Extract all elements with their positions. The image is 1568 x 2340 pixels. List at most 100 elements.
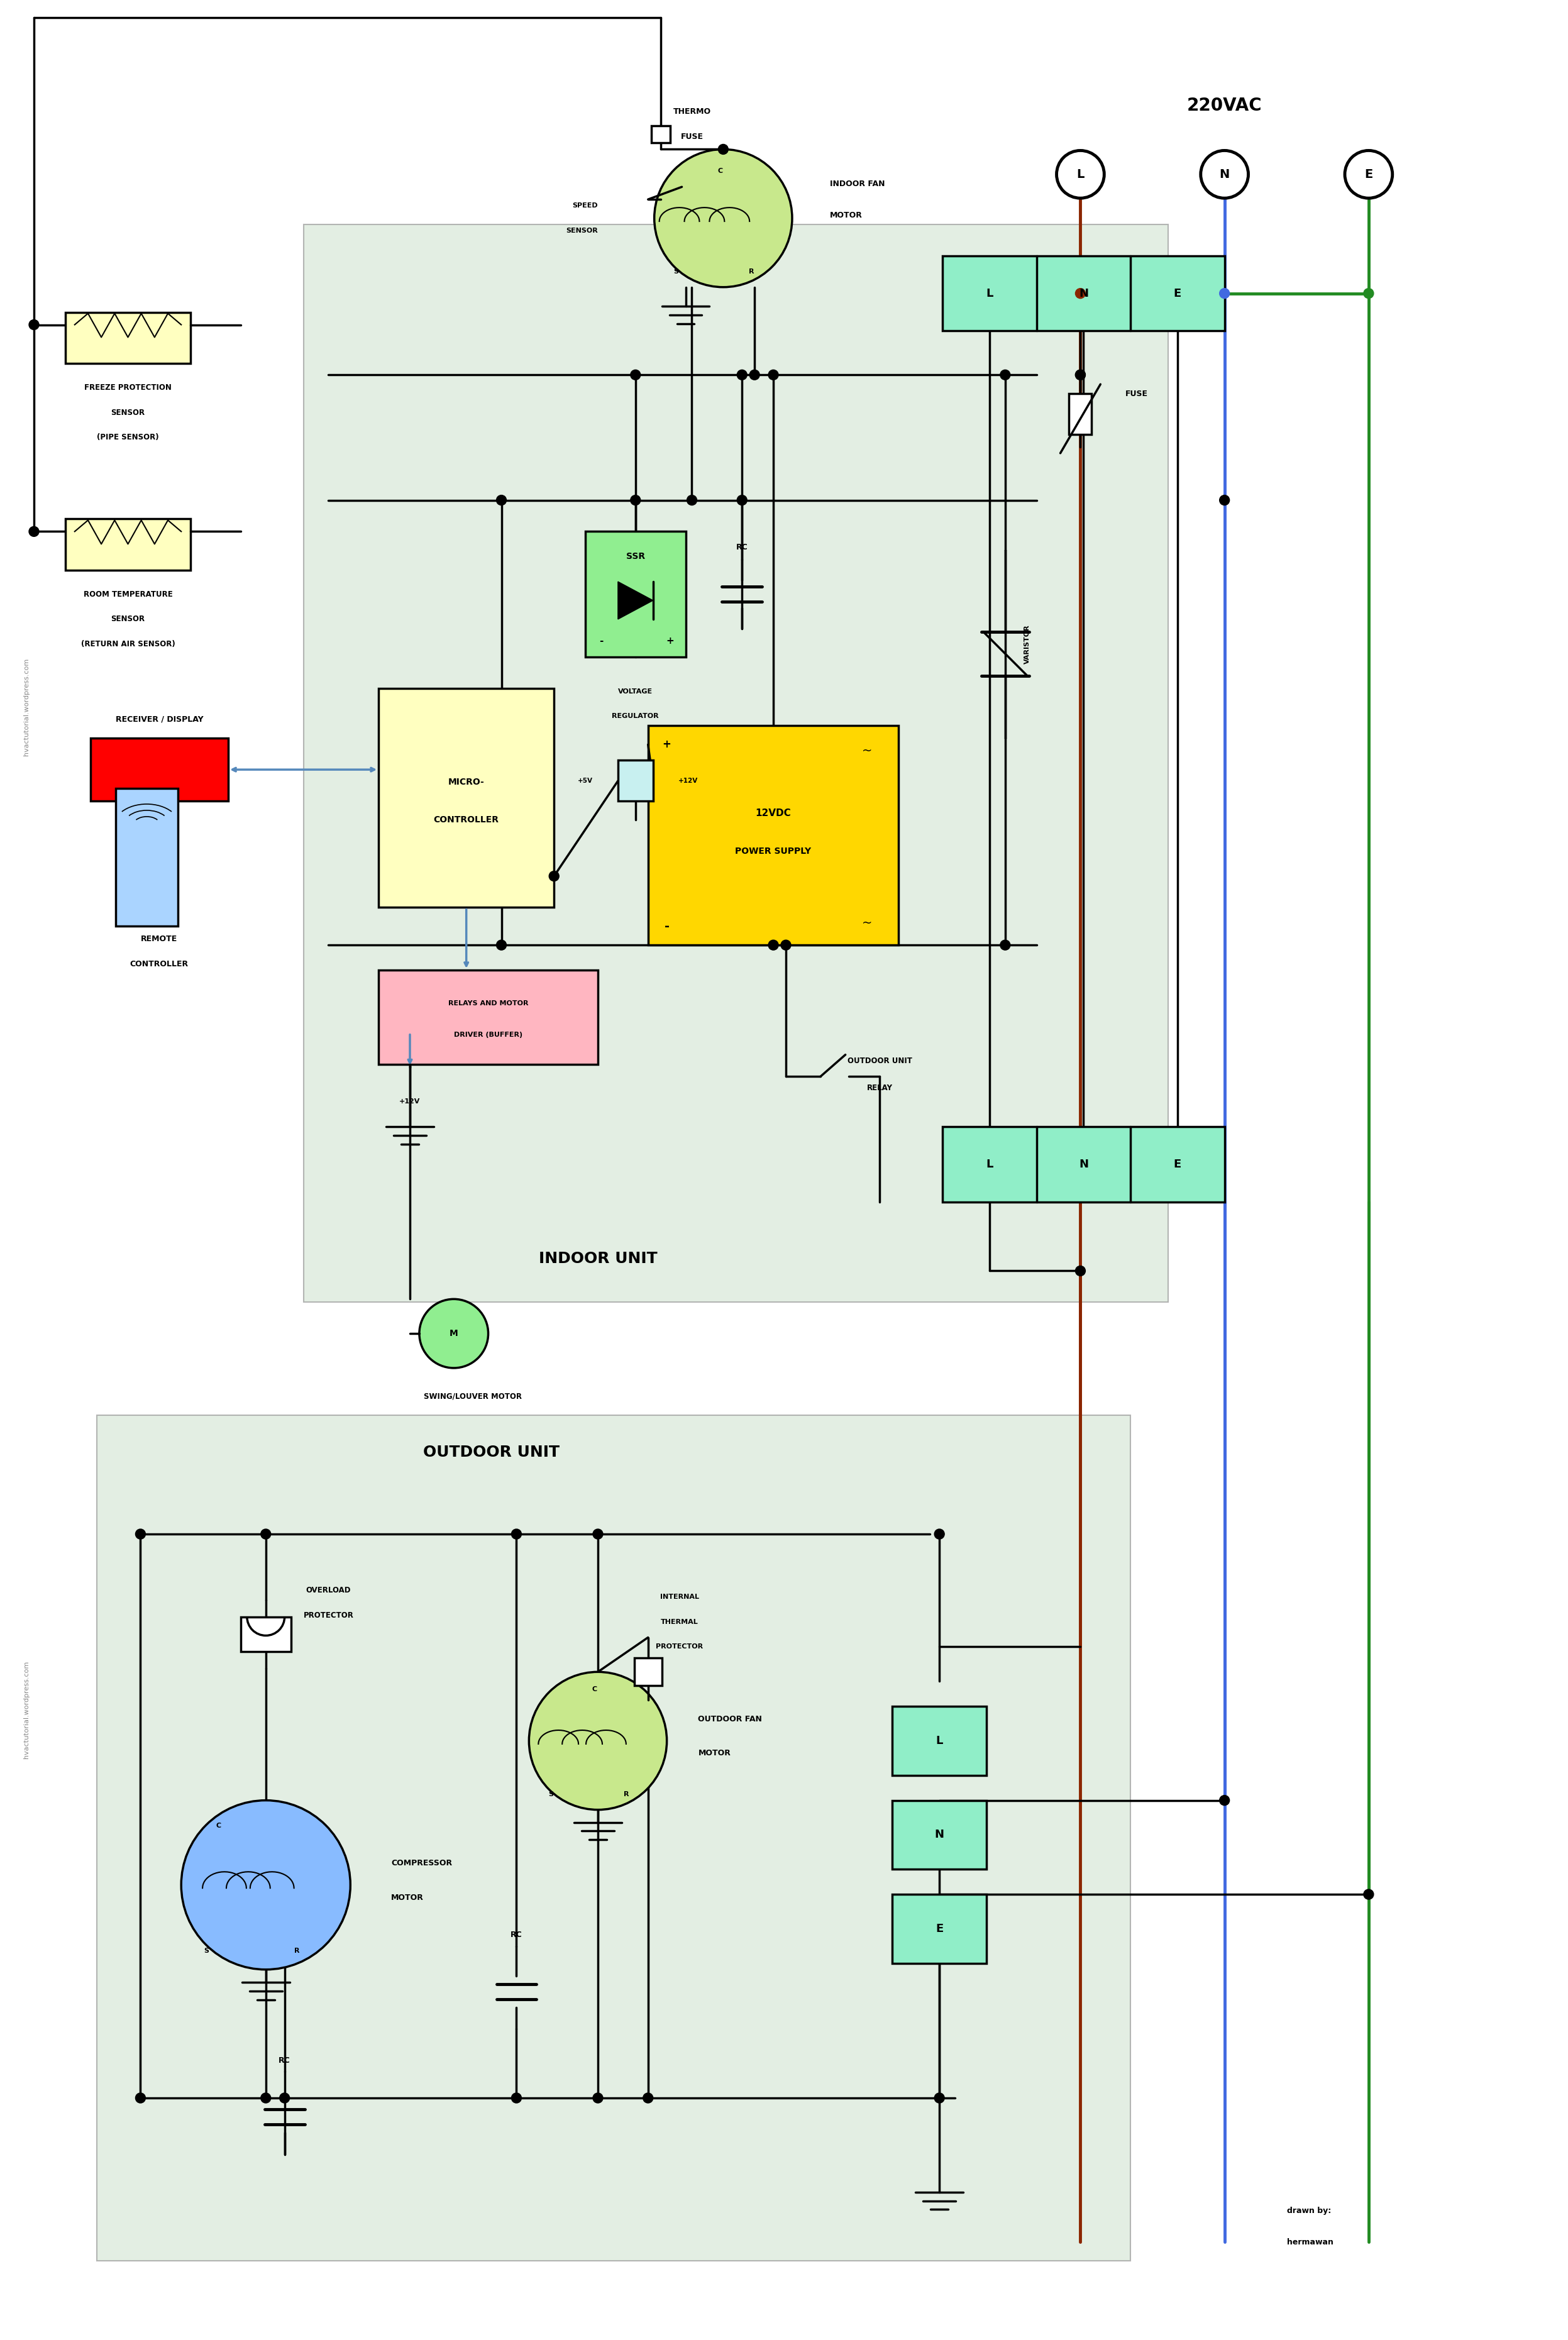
Circle shape: [419, 1299, 488, 1369]
Circle shape: [768, 941, 778, 950]
FancyBboxPatch shape: [97, 1416, 1131, 2260]
Text: VOLTAGE: VOLTAGE: [618, 688, 652, 695]
Text: RC: RC: [735, 543, 748, 552]
Text: L: L: [1077, 168, 1085, 180]
Text: -: -: [599, 636, 604, 646]
Text: SWING/LOUVER MOTOR: SWING/LOUVER MOTOR: [423, 1392, 522, 1399]
Text: ~: ~: [862, 917, 872, 929]
Text: +: +: [666, 636, 674, 646]
FancyBboxPatch shape: [1069, 393, 1091, 435]
Circle shape: [737, 496, 746, 505]
Circle shape: [1076, 1266, 1085, 1275]
Text: RC: RC: [279, 2057, 290, 2064]
Circle shape: [1220, 496, 1229, 505]
Text: hvactutorial.wordpress.com: hvactutorial.wordpress.com: [24, 658, 30, 756]
Circle shape: [528, 1671, 666, 1809]
FancyBboxPatch shape: [892, 1706, 986, 1776]
Circle shape: [935, 1528, 944, 1540]
Circle shape: [1220, 288, 1229, 300]
Text: SENSOR: SENSOR: [111, 615, 144, 622]
Circle shape: [593, 1528, 604, 1540]
Text: 220VAC: 220VAC: [1187, 96, 1262, 115]
Text: R: R: [750, 269, 754, 274]
Polygon shape: [618, 583, 652, 620]
Text: SPEED: SPEED: [572, 204, 597, 208]
Circle shape: [768, 370, 778, 379]
Text: MOTOR: MOTOR: [698, 1750, 731, 1757]
FancyBboxPatch shape: [241, 1617, 290, 1652]
FancyBboxPatch shape: [633, 1659, 662, 1685]
Circle shape: [497, 941, 506, 950]
Text: hermawan: hermawan: [1287, 2237, 1334, 2246]
Text: C: C: [593, 1687, 597, 1692]
FancyBboxPatch shape: [66, 311, 191, 363]
Circle shape: [549, 870, 560, 882]
Text: hvactutorial.wordpress.com: hvactutorial.wordpress.com: [24, 1661, 30, 1757]
Circle shape: [1076, 370, 1085, 379]
FancyBboxPatch shape: [378, 688, 554, 908]
Text: N: N: [1079, 1158, 1088, 1170]
Text: INDOOR FAN: INDOOR FAN: [829, 180, 884, 187]
Text: REGULATOR: REGULATOR: [612, 714, 659, 718]
Circle shape: [737, 370, 746, 379]
Circle shape: [182, 1799, 350, 1970]
Text: SSR: SSR: [626, 552, 644, 562]
Text: COMPRESSOR: COMPRESSOR: [390, 1858, 452, 1867]
FancyBboxPatch shape: [91, 739, 229, 800]
Text: FUSE: FUSE: [681, 133, 702, 140]
Text: MOTOR: MOTOR: [829, 211, 862, 220]
Text: PROTECTOR: PROTECTOR: [655, 1643, 702, 1650]
Text: RELAY: RELAY: [867, 1083, 892, 1093]
Text: VARISTOR: VARISTOR: [1024, 625, 1030, 665]
Text: DRIVER (BUFFER): DRIVER (BUFFER): [455, 1032, 522, 1039]
FancyBboxPatch shape: [585, 531, 685, 658]
Text: OUTDOOR UNIT: OUTDOOR UNIT: [423, 1446, 560, 1460]
Text: S: S: [549, 1790, 554, 1797]
FancyBboxPatch shape: [648, 725, 898, 945]
Text: SENSOR: SENSOR: [566, 227, 597, 234]
Text: ROOM TEMPERATURE: ROOM TEMPERATURE: [83, 590, 172, 599]
Text: OVERLOAD: OVERLOAD: [306, 1587, 351, 1594]
Text: THERMO: THERMO: [673, 108, 710, 115]
Text: E: E: [936, 1923, 944, 1935]
Circle shape: [135, 1528, 146, 1540]
Circle shape: [1000, 370, 1010, 379]
Circle shape: [1220, 1795, 1229, 1806]
Circle shape: [135, 2092, 146, 2104]
FancyBboxPatch shape: [66, 519, 191, 571]
Text: +: +: [662, 739, 671, 751]
Circle shape: [718, 145, 728, 154]
Text: drawn by:: drawn by:: [1287, 2207, 1331, 2216]
FancyBboxPatch shape: [116, 789, 179, 927]
Text: MOTOR: MOTOR: [390, 1893, 423, 1902]
Circle shape: [750, 370, 759, 379]
Text: PROTECTOR: PROTECTOR: [303, 1612, 353, 1619]
Circle shape: [28, 321, 39, 330]
Text: MICRO-: MICRO-: [448, 777, 485, 786]
Circle shape: [593, 2092, 604, 2104]
Text: RECEIVER / DISPLAY: RECEIVER / DISPLAY: [116, 716, 204, 723]
Circle shape: [1000, 941, 1010, 950]
FancyBboxPatch shape: [303, 225, 1168, 1303]
Text: N: N: [935, 1830, 944, 1842]
Text: R: R: [624, 1790, 629, 1797]
FancyBboxPatch shape: [892, 1895, 986, 1963]
Circle shape: [279, 2092, 290, 2104]
Text: (RETURN AIR SENSOR): (RETURN AIR SENSOR): [82, 641, 176, 648]
Circle shape: [260, 2092, 271, 2104]
Text: RELAYS AND MOTOR: RELAYS AND MOTOR: [448, 999, 528, 1006]
Circle shape: [630, 370, 640, 379]
Circle shape: [1364, 288, 1374, 300]
Text: +12V: +12V: [400, 1097, 420, 1104]
FancyBboxPatch shape: [651, 126, 670, 143]
Text: -: -: [665, 920, 670, 931]
Text: POWER SUPPLY: POWER SUPPLY: [735, 847, 811, 856]
Text: L: L: [936, 1736, 942, 1746]
Text: OUTDOOR UNIT: OUTDOOR UNIT: [848, 1058, 913, 1065]
FancyBboxPatch shape: [892, 1799, 986, 1870]
Circle shape: [1364, 1888, 1374, 1900]
Text: INTERNAL: INTERNAL: [660, 1594, 699, 1601]
Circle shape: [497, 496, 506, 505]
Circle shape: [630, 496, 640, 505]
Text: R: R: [295, 1947, 299, 1954]
